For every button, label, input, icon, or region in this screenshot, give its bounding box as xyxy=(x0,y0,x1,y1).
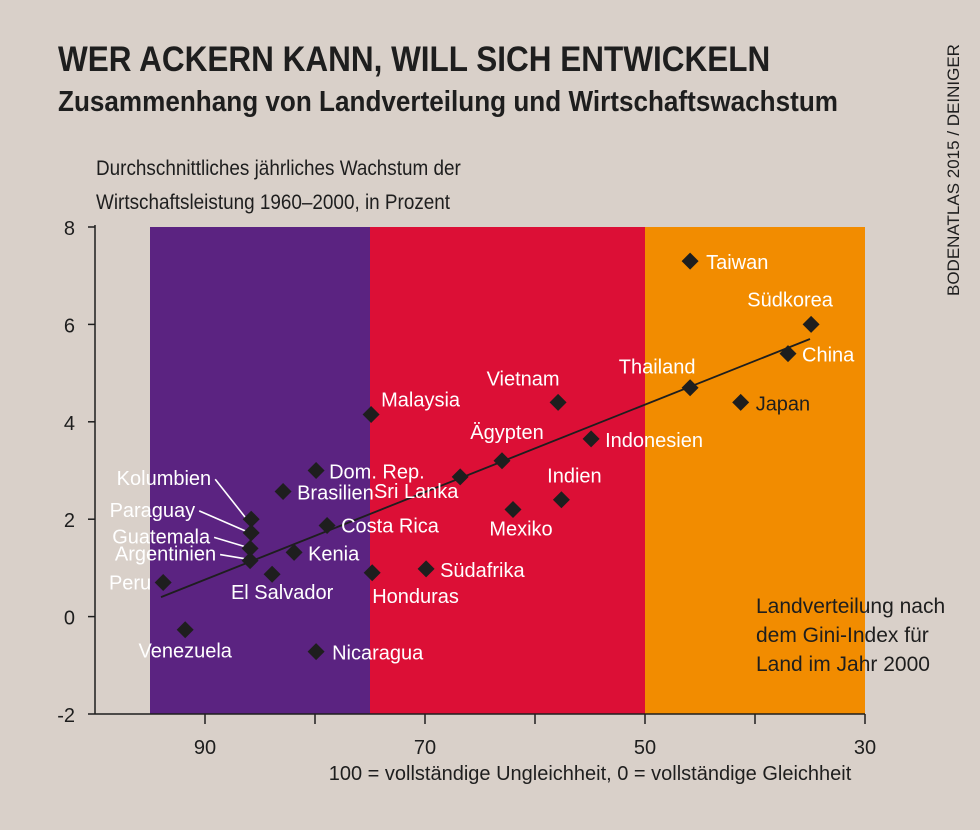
data-point xyxy=(241,539,259,557)
data-points xyxy=(154,252,820,661)
data-point xyxy=(154,574,172,592)
data-point xyxy=(504,500,522,518)
point-label: Peru xyxy=(109,573,151,595)
leader-line xyxy=(213,536,245,548)
point-label: China xyxy=(802,345,855,367)
point-label: Malaysia xyxy=(381,389,461,411)
data-point xyxy=(582,430,600,448)
data-point xyxy=(732,393,750,411)
data-point xyxy=(242,524,260,542)
trendline xyxy=(160,338,811,598)
point-label: Sri Lanka xyxy=(374,481,459,503)
data-point xyxy=(363,564,381,582)
point-label: Kenia xyxy=(308,543,360,565)
point-label: Taiwan xyxy=(706,252,768,274)
data-point xyxy=(779,345,797,363)
y-tick-label: -2 xyxy=(57,705,75,727)
legend-note: Landverteilung nach dem Gini-Index für L… xyxy=(756,592,945,679)
data-point xyxy=(681,252,699,270)
chart-subtitle: Zusammenhang von Landverteilung und Wirt… xyxy=(58,86,838,118)
data-point xyxy=(307,643,325,661)
data-point xyxy=(176,621,194,639)
y-tick-label: 0 xyxy=(64,608,75,630)
leader-line xyxy=(219,553,245,560)
data-point xyxy=(802,315,820,333)
point-label: Guatemala xyxy=(112,526,211,548)
point-label: Südkorea xyxy=(747,289,833,311)
leader-line xyxy=(198,510,246,532)
point-label: Südafrika xyxy=(440,560,525,582)
point-label: Ägypten xyxy=(470,422,543,444)
y-axis-label-line-2: Wirtschaftsleistung 1960–2000, in Prozen… xyxy=(96,191,451,214)
legend-note-line-3: Land im Jahr 2000 xyxy=(756,653,930,676)
point-label: Paraguay xyxy=(110,500,196,522)
label-leader-lines xyxy=(198,478,246,560)
point-label: Nicaragua xyxy=(332,643,424,665)
point-label: Dom. Rep. xyxy=(329,462,425,484)
band-2 xyxy=(645,227,865,714)
point-label: Mexiko xyxy=(489,518,552,540)
point-label: Indien xyxy=(547,466,602,488)
data-point xyxy=(552,491,570,509)
y-tick-label: 4 xyxy=(64,413,75,435)
x-tick-label: 90 xyxy=(194,737,216,759)
data-point xyxy=(241,552,259,570)
y-tick-label: 6 xyxy=(64,315,75,337)
point-label: Honduras xyxy=(372,586,459,608)
point-label: Brasilien xyxy=(297,482,374,504)
point-label: Indonesien xyxy=(605,430,703,452)
point-label: Vietnam xyxy=(487,368,560,390)
point-label: Japan xyxy=(756,393,811,415)
data-point xyxy=(263,565,281,583)
leader-line xyxy=(214,478,246,518)
point-label: Kolumbien xyxy=(117,468,212,490)
point-label: Thailand xyxy=(619,357,696,379)
data-point xyxy=(242,510,260,528)
legend-note-line-1: Landverteilung nach xyxy=(756,595,946,618)
x-tick-label: 70 xyxy=(414,737,436,759)
y-axis-label: Durchschnittliches jährliches Wachstum d… xyxy=(96,152,461,220)
data-point xyxy=(451,468,469,486)
x-tick-label: 50 xyxy=(634,737,656,759)
band-1 xyxy=(370,227,645,714)
x-axis-label: 100 = vollständige Ungleichheit, 0 = vol… xyxy=(329,763,852,785)
point-label: Venezuela xyxy=(138,641,232,663)
axes: -2 0 2 4 6 8 90 70 50 30 xyxy=(57,218,876,759)
trendline-layer xyxy=(160,338,811,598)
data-point xyxy=(681,379,699,397)
y-tick-label: 8 xyxy=(64,218,75,240)
data-point xyxy=(307,462,325,479)
data-point xyxy=(549,393,567,411)
x-tick-label: 30 xyxy=(854,737,876,759)
chart-title: WER ACKERN KANN, WILL SICH ENTWICKELN xyxy=(58,40,771,79)
y-tick-label: 2 xyxy=(64,510,75,532)
point-label: El Salvador xyxy=(231,582,334,604)
point-label: Costa Rica xyxy=(341,516,440,538)
point-labels: Taiwan Südkorea China Thailand Japan Vietnam I… xyxy=(109,252,855,665)
data-point xyxy=(362,405,380,423)
data-point xyxy=(493,452,511,470)
point-label: Argentinien xyxy=(115,544,216,566)
legend-note-line-2: dem Gini-Index für xyxy=(756,624,929,647)
data-point xyxy=(285,543,303,561)
data-point xyxy=(274,482,292,500)
data-point xyxy=(417,560,435,578)
data-point xyxy=(318,517,336,535)
y-axis-label-line-1: Durchschnittliches jährliches Wachstum d… xyxy=(96,157,461,180)
